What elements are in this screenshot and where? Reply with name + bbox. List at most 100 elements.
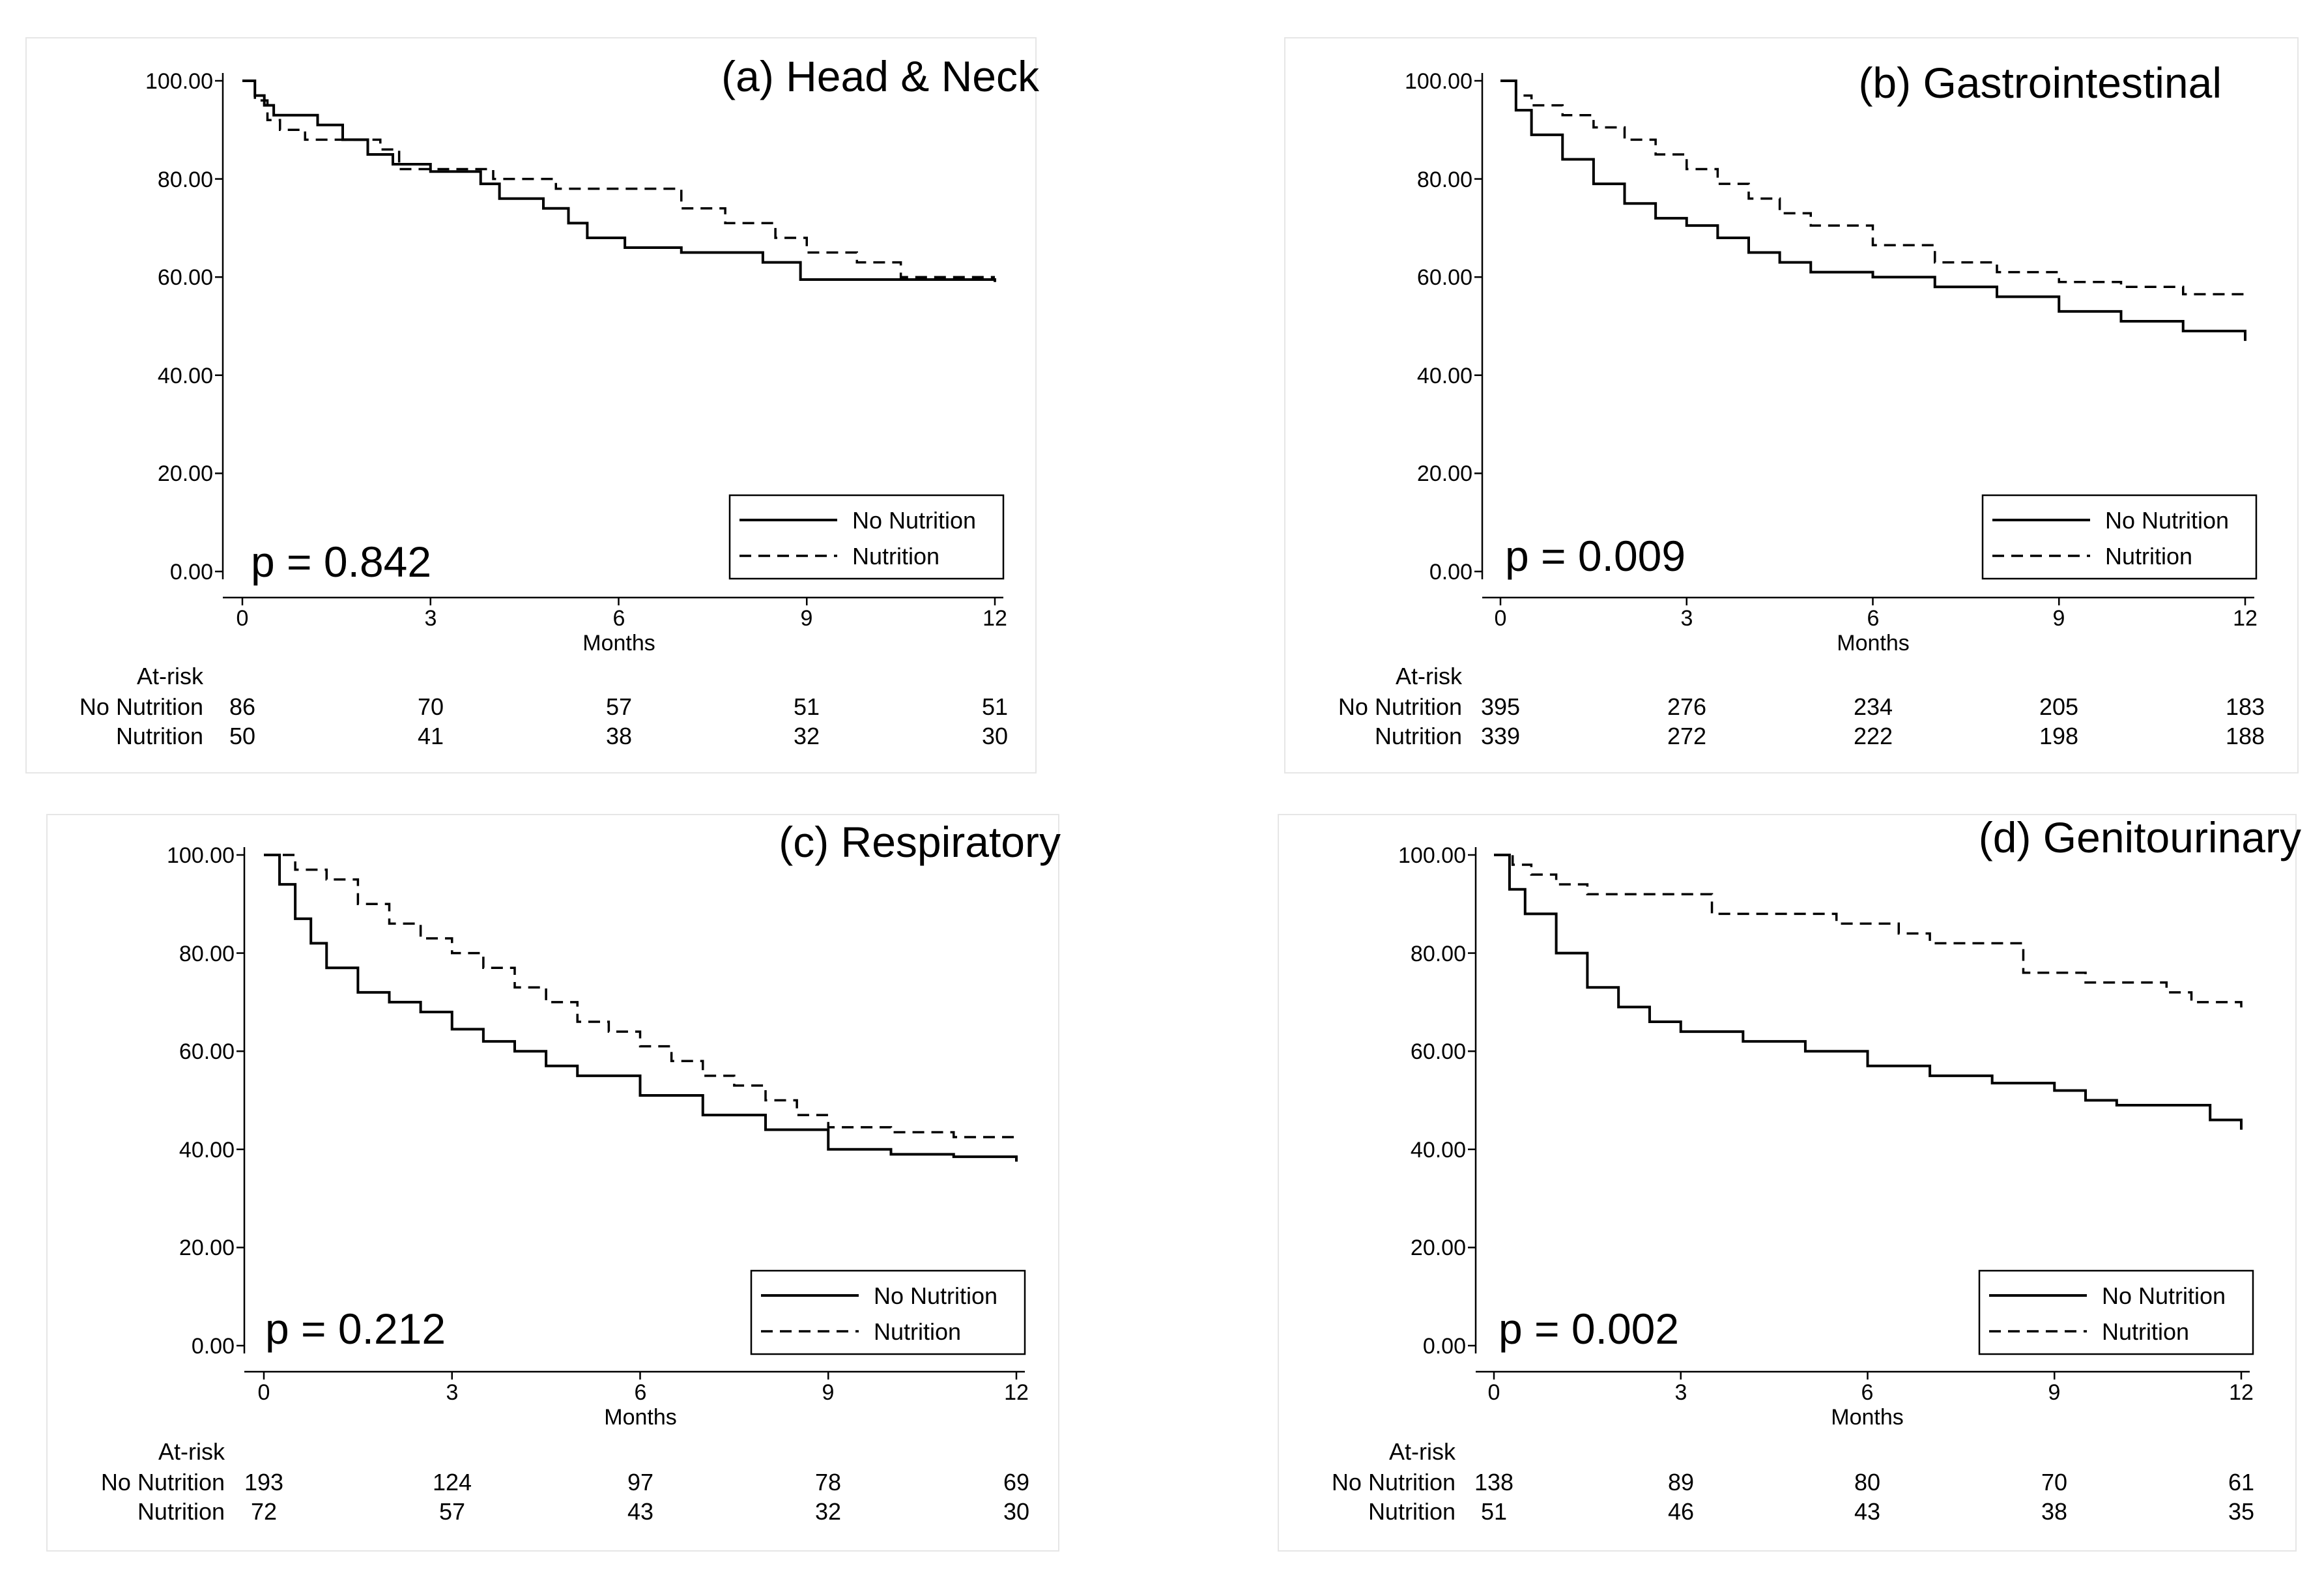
at-risk-value: 138 bbox=[1474, 1469, 1513, 1496]
at-risk-value: 46 bbox=[1668, 1498, 1694, 1525]
y-tick-label: 0.00 bbox=[170, 560, 213, 585]
x-tick-label: 6 bbox=[613, 606, 625, 631]
x-tick-label: 6 bbox=[635, 1380, 647, 1405]
x-tick-label: 0 bbox=[258, 1380, 270, 1405]
legend-label-nutrition: Nutrition bbox=[852, 543, 940, 570]
panel-c-title: (c) Respiratory bbox=[779, 818, 1061, 866]
panel-b-frame bbox=[1284, 37, 2299, 773]
at-risk-value: 80 bbox=[1854, 1469, 1880, 1496]
legend-label-no-nutrition: No Nutrition bbox=[874, 1282, 997, 1309]
at-risk-row-label: Nutrition bbox=[1368, 1498, 1456, 1525]
panel-b: (b) Gastrointestinal 100.00 80.00 60.00 … bbox=[1284, 37, 2299, 773]
panel-b-title: (b) Gastrointestinal bbox=[1858, 59, 2222, 107]
panel-a: (a) Head & Neck 100.00 80.00 60.00 40.00… bbox=[25, 37, 1040, 773]
x-tick-label: 3 bbox=[1675, 1380, 1687, 1405]
panel-d-at-risk-table: At-risk No Nutrition Nutrition 138 89 80… bbox=[1332, 1438, 2254, 1525]
x-tick-label: 0 bbox=[237, 606, 249, 631]
panel-c-curve-nutrition bbox=[264, 854, 1018, 1140]
panel-b-x-tick-labels: 0 3 6 9 12 bbox=[1495, 606, 2258, 631]
panel-a-curve-no-nutrition bbox=[242, 80, 996, 282]
at-risk-value: 205 bbox=[2039, 693, 2078, 720]
y-tick-label: 80.00 bbox=[158, 167, 213, 192]
panel-d-p-value: p = 0.002 bbox=[1499, 1305, 1679, 1353]
panel-c-legend: No Nutrition Nutrition bbox=[750, 1269, 1026, 1355]
x-tick-label: 9 bbox=[822, 1380, 835, 1405]
x-tick-label: 3 bbox=[446, 1380, 459, 1405]
x-tick-label: 0 bbox=[1488, 1380, 1500, 1405]
at-risk-row-label: No Nutrition bbox=[1338, 693, 1462, 720]
at-risk-value: 198 bbox=[2039, 723, 2078, 749]
y-tick-label: 100.00 bbox=[1405, 69, 1472, 94]
panel-b-at-risk-table: At-risk No Nutrition Nutrition 395 276 2… bbox=[1338, 663, 2265, 749]
y-tick-label: 20.00 bbox=[1417, 461, 1472, 486]
at-risk-row-label: Nutrition bbox=[1375, 723, 1462, 749]
at-risk-value: 32 bbox=[794, 723, 820, 749]
y-tick-label: 20.00 bbox=[1411, 1236, 1466, 1260]
panel-a-y-tick-labels: 100.00 80.00 60.00 40.00 20.00 0.00 bbox=[145, 69, 213, 585]
at-risk-heading: At-risk bbox=[137, 663, 204, 689]
y-tick-label: 60.00 bbox=[158, 265, 213, 290]
at-risk-value: 51 bbox=[1481, 1498, 1507, 1525]
legend-label-no-nutrition: No Nutrition bbox=[2105, 507, 2229, 534]
legend-label-nutrition: Nutrition bbox=[2102, 1318, 2189, 1345]
at-risk-value: 70 bbox=[418, 693, 444, 720]
panel-b-legend: No Nutrition Nutrition bbox=[1981, 494, 2258, 580]
at-risk-value: 222 bbox=[1854, 723, 1893, 749]
y-tick-label: 40.00 bbox=[158, 364, 213, 388]
panel-d-curve-nutrition bbox=[1494, 854, 2243, 1010]
panel-d-x-axis-label: Months bbox=[1831, 1405, 1904, 1430]
x-tick-label: 12 bbox=[1004, 1380, 1029, 1405]
panel-c: (c) Respiratory 100.00 80.00 60.00 40.00… bbox=[46, 814, 1061, 1552]
y-tick-label: 0.00 bbox=[1429, 560, 1472, 585]
at-risk-value: 339 bbox=[1481, 723, 1520, 749]
plot-layer bbox=[215, 73, 2254, 1380]
panel-d-title: (d) Genitourinary bbox=[1979, 813, 2301, 861]
panel-d-x-tick-labels: 0 3 6 9 12 bbox=[1488, 1380, 2254, 1405]
at-risk-value: 188 bbox=[2226, 723, 2265, 749]
panel-a-at-risk-table: At-risk No Nutrition Nutrition 86 70 57 … bbox=[79, 663, 1008, 749]
at-risk-value: 41 bbox=[418, 723, 444, 749]
y-tick-label: 60.00 bbox=[1411, 1039, 1466, 1064]
legend-label-nutrition: Nutrition bbox=[874, 1318, 961, 1345]
at-risk-value: 30 bbox=[1003, 1498, 1029, 1525]
y-tick-label: 100.00 bbox=[1398, 843, 1466, 868]
panel-c-at-risk-table: At-risk No Nutrition Nutrition 193 124 9… bbox=[101, 1438, 1029, 1525]
y-tick-label: 40.00 bbox=[1411, 1138, 1466, 1163]
at-risk-value: 35 bbox=[2228, 1498, 2254, 1525]
panel-c-curve-no-nutrition bbox=[264, 854, 1018, 1162]
at-risk-value: 70 bbox=[2041, 1469, 2067, 1496]
panel-a-x-tick-labels: 0 3 6 9 12 bbox=[237, 606, 1007, 631]
at-risk-value: 43 bbox=[1854, 1498, 1880, 1525]
panel-d-frame bbox=[1278, 814, 2297, 1552]
y-tick-label: 80.00 bbox=[1417, 167, 1472, 192]
panel-c-x-tick-labels: 0 3 6 9 12 bbox=[258, 1380, 1029, 1405]
at-risk-value: 61 bbox=[2228, 1469, 2254, 1496]
panel-d: (d) Genitourinary 100.00 80.00 60.00 40.… bbox=[1278, 813, 2301, 1552]
x-tick-label: 12 bbox=[2229, 1380, 2254, 1405]
at-risk-value: 38 bbox=[2041, 1498, 2067, 1525]
legend-label-nutrition: Nutrition bbox=[2105, 543, 2192, 570]
panel-d-curve-no-nutrition bbox=[1494, 854, 2243, 1130]
y-tick-label: 40.00 bbox=[179, 1138, 235, 1163]
panel-c-frame bbox=[46, 814, 1059, 1552]
at-risk-row-label: No Nutrition bbox=[101, 1469, 225, 1496]
at-risk-value: 38 bbox=[606, 723, 632, 749]
x-tick-label: 12 bbox=[2233, 606, 2258, 631]
y-tick-label: 40.00 bbox=[1417, 364, 1472, 388]
y-tick-label: 0.00 bbox=[192, 1334, 235, 1359]
legend-box bbox=[1978, 1269, 2254, 1355]
x-tick-label: 3 bbox=[425, 606, 437, 631]
panel-b-y-tick-labels: 100.00 80.00 60.00 40.00 20.00 0.00 bbox=[1405, 69, 1472, 585]
y-tick-label: 20.00 bbox=[158, 461, 213, 486]
panel-d-legend: No Nutrition Nutrition bbox=[1978, 1269, 2254, 1355]
legend-box bbox=[728, 494, 1005, 580]
panel-a-curve-nutrition bbox=[242, 80, 995, 278]
at-risk-value: 57 bbox=[439, 1498, 465, 1525]
at-risk-value: 86 bbox=[229, 693, 255, 720]
panel-c-p-value: p = 0.212 bbox=[265, 1305, 446, 1353]
at-risk-value: 50 bbox=[229, 723, 255, 749]
panel-a-x-axis-label: Months bbox=[582, 631, 655, 656]
legend-box bbox=[1981, 494, 2258, 580]
panel-a-title: (a) Head & Neck bbox=[721, 52, 1040, 100]
